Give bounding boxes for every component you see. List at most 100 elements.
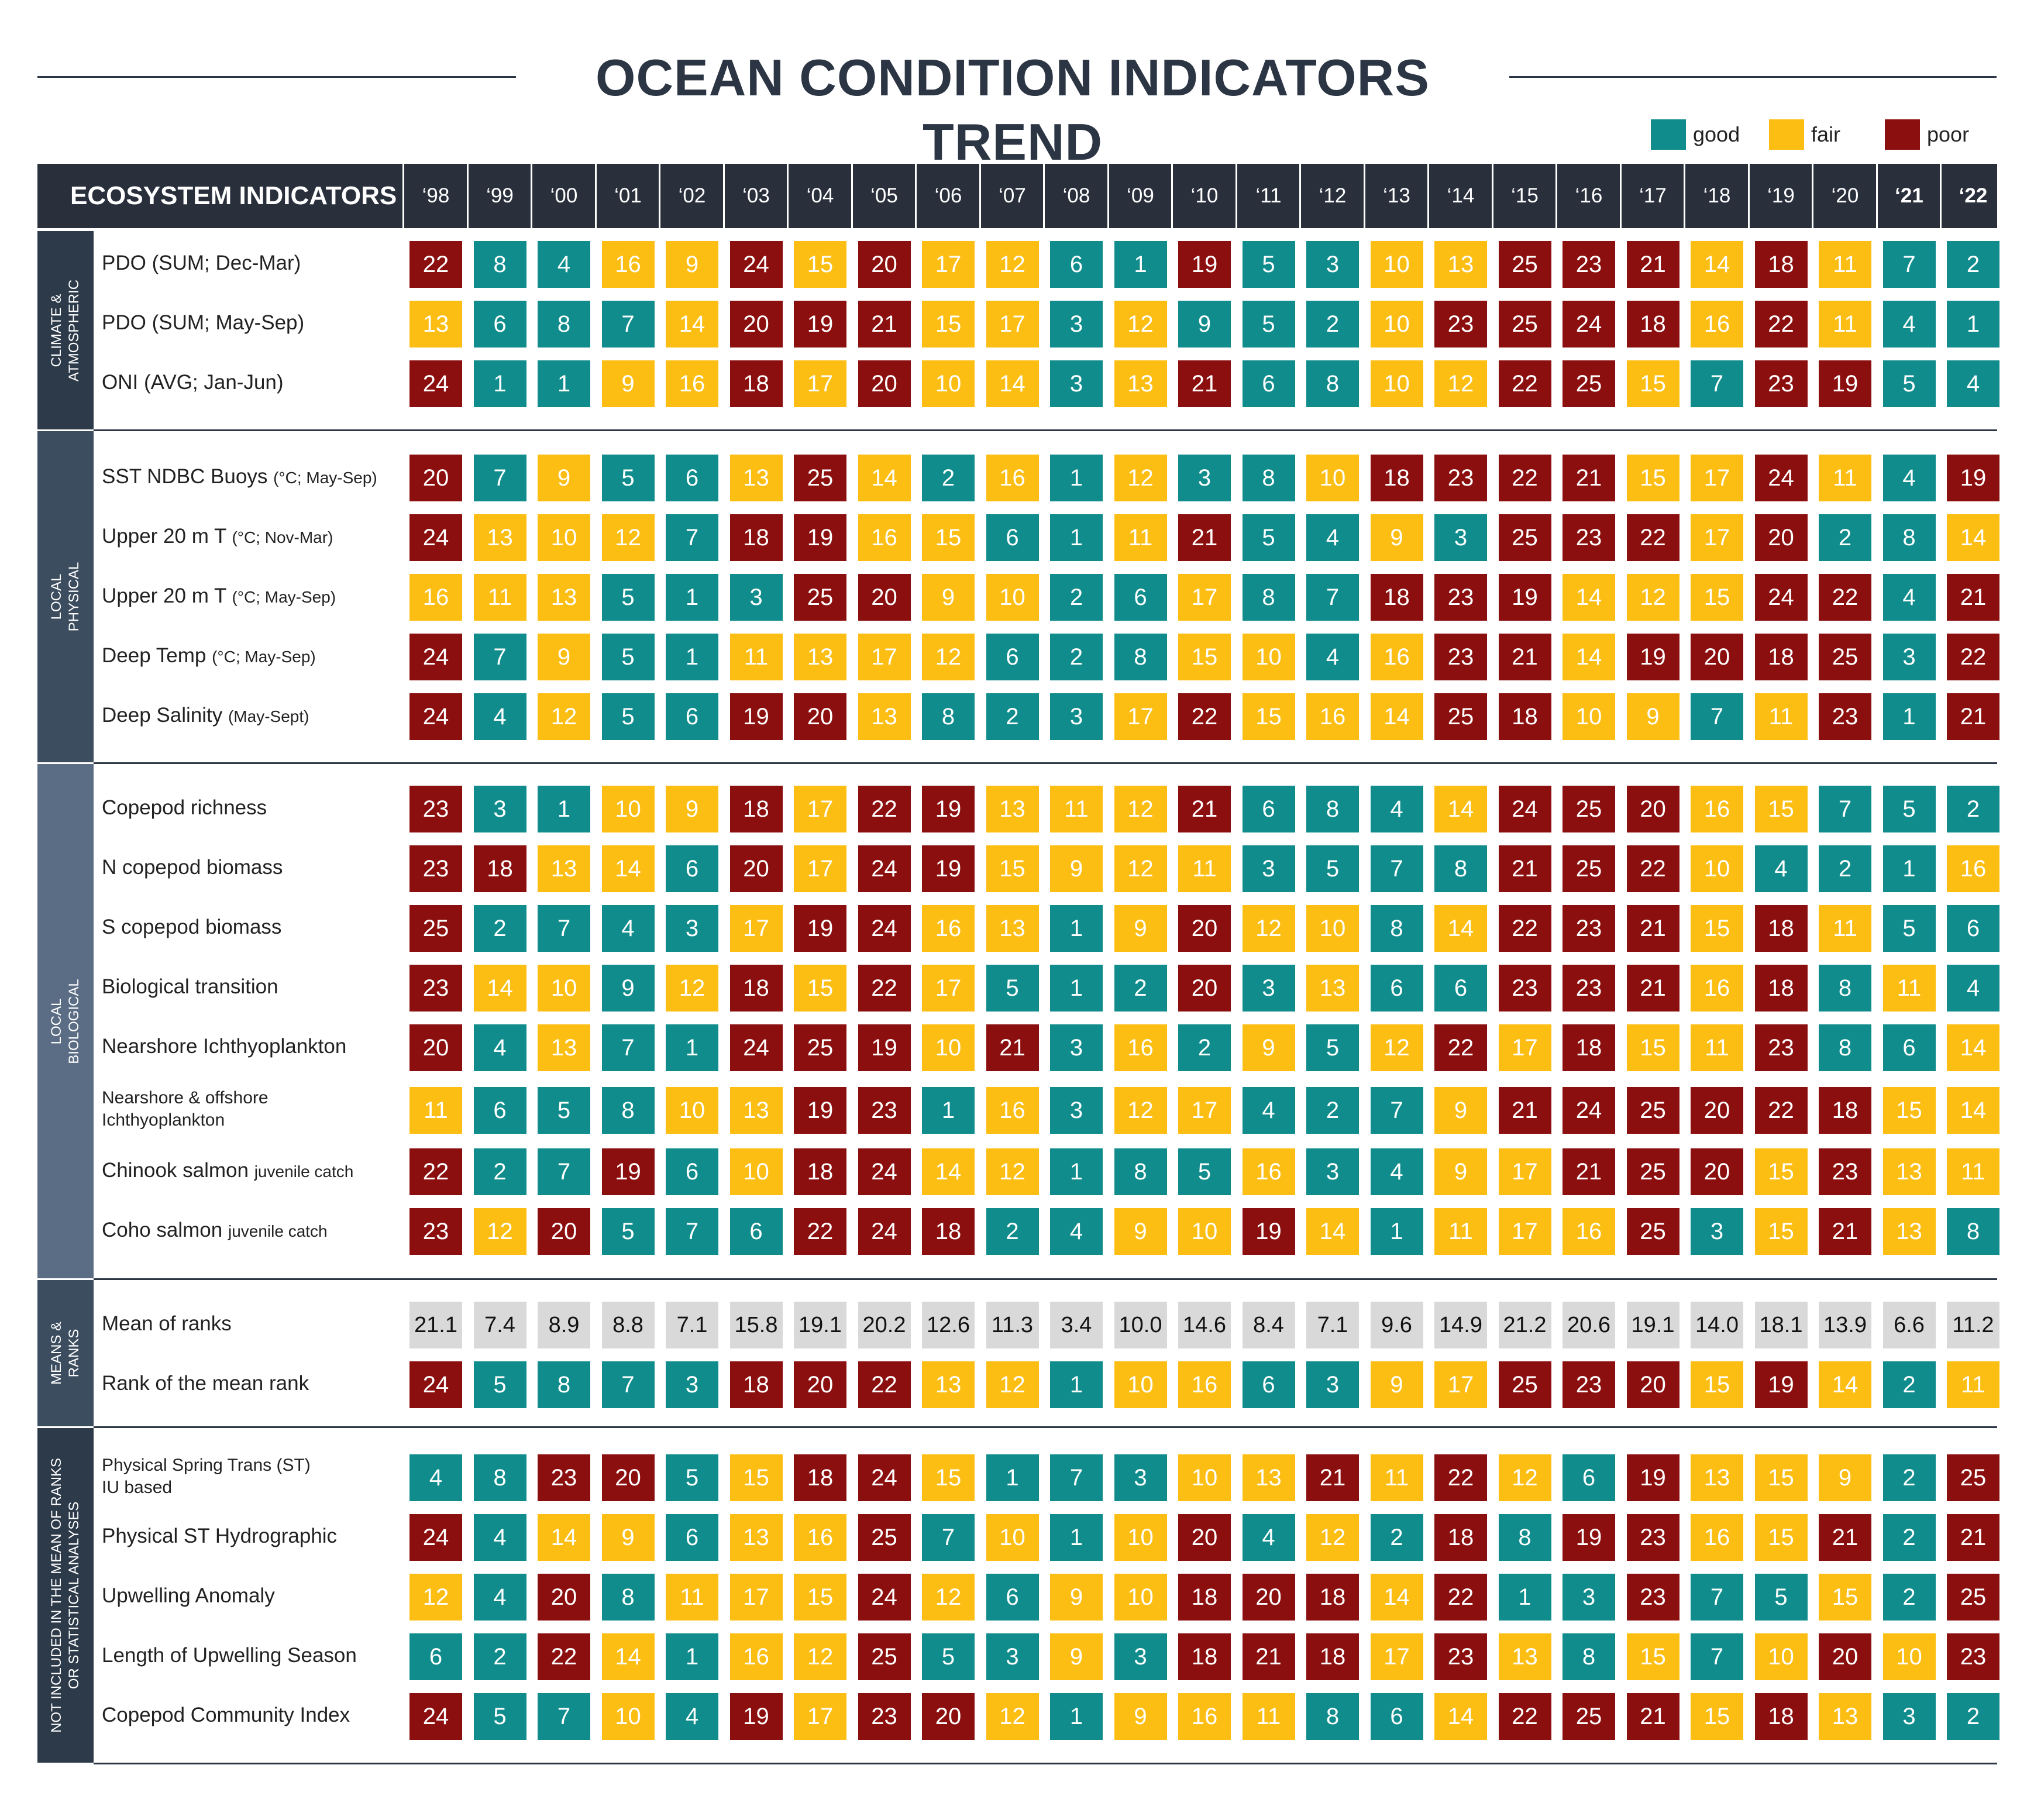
rank-cell: 12 [1370, 1024, 1423, 1071]
rank-cell: 5 [1242, 241, 1295, 288]
rank-cell: 3 [729, 574, 783, 621]
rank-cell: 8 [1242, 455, 1295, 501]
row-label-detail: (°C; May-Sep) [273, 469, 377, 487]
rank-cell: 23 [1754, 1024, 1808, 1071]
rank-cell: 16 [409, 574, 462, 621]
rank-cell: 21 [1947, 693, 1999, 740]
rank-cell: 25 [1498, 1361, 1551, 1408]
rank-cell: 7 [1370, 1087, 1423, 1134]
rank-cell: 19 [1242, 1208, 1295, 1255]
rank-cell: 7 [1819, 786, 1871, 832]
rank-cell: 6 [473, 1087, 526, 1134]
rank-cell: 22 [1626, 845, 1679, 892]
rank-cell: 16 [1178, 1693, 1231, 1740]
rank-cell: 1 [1114, 241, 1167, 288]
mean-rank-cell: 7.4 [473, 1302, 526, 1348]
row-label-detail: (May-Sept) [228, 707, 309, 725]
rank-cell: 8 [1563, 1633, 1615, 1680]
rank-cell: 9 [922, 574, 975, 621]
rank-cell: 15 [794, 1574, 846, 1621]
rank-cell: 25 [1498, 241, 1551, 288]
row-label: Upper 20 m T (°C; Nov-Mar) [102, 525, 406, 548]
rank-cell: 21 [1947, 1514, 1999, 1561]
mean-rank-cell: 13.9 [1819, 1302, 1871, 1348]
rank-cell: 2 [1947, 241, 1999, 288]
rank-cell: 2 [1178, 1024, 1231, 1071]
rank-cell: 25 [1947, 1454, 1999, 1501]
rank-cell: 3 [1178, 455, 1231, 501]
rank-cell: 20 [1178, 1514, 1231, 1561]
rank-cell: 20 [409, 455, 462, 501]
year-header: ‘18 [1703, 184, 1731, 207]
rank-cell: 8 [1498, 1514, 1551, 1561]
rank-cell: 10 [1370, 360, 1423, 407]
rank-cell: 3 [666, 905, 718, 952]
year-separator [1491, 164, 1493, 228]
rank-cell: 21 [1498, 845, 1551, 892]
row-label: SST NDBC Buoys (°C; May-Sep) [102, 465, 406, 488]
rank-cell: 13 [538, 574, 590, 621]
rank-cell: 7 [473, 455, 526, 501]
rank-cell: 14 [986, 360, 1039, 407]
rank-cell: 18 [1370, 574, 1423, 621]
rank-cell: 5 [1242, 514, 1295, 561]
year-separator [1684, 164, 1685, 228]
rank-cell: 20 [1178, 965, 1231, 1012]
rank-cell: 14 [1434, 905, 1487, 952]
rank-cell: 7 [1306, 574, 1359, 621]
rank-cell: 12 [538, 693, 590, 740]
rank-cell: 15 [1691, 905, 1743, 952]
rank-cell: 24 [1563, 1087, 1615, 1134]
rank-cell: 1 [1498, 1574, 1551, 1621]
rank-cell: 13 [794, 634, 846, 680]
rank-cell: 22 [858, 786, 911, 832]
rank-cell: 17 [794, 360, 846, 407]
rank-cell: 22 [794, 1208, 846, 1255]
section-name: NOT INCLUDED IN THE MEAN OF RANKS OR STA… [49, 1458, 82, 1733]
rank-cell: 24 [1754, 574, 1808, 621]
rank-cell: 9 [1114, 905, 1167, 952]
rank-cell: 7 [922, 1514, 975, 1561]
rank-cell: 5 [601, 1208, 655, 1255]
rank-cell: 5 [1242, 301, 1295, 348]
rank-cell: 12 [986, 1361, 1039, 1408]
rank-cell: 2 [1947, 786, 1999, 832]
rank-cell: 7 [601, 301, 655, 348]
row-label-text: Physical ST Hydrographic [102, 1525, 338, 1547]
rank-cell: 1 [666, 574, 718, 621]
rank-cell: 8 [1370, 905, 1423, 952]
year-separator [722, 164, 725, 228]
rank-cell: 24 [858, 1208, 911, 1255]
rank-cell: 16 [986, 1087, 1039, 1134]
rank-cell: 5 [922, 1633, 975, 1680]
rank-cell: 25 [794, 1024, 846, 1071]
rank-cell: 25 [858, 1633, 911, 1680]
rank-cell: 18 [1563, 1024, 1615, 1071]
rank-cell: 14 [1434, 1693, 1487, 1740]
rank-cell: 14 [1370, 1574, 1423, 1621]
rank-cell: 1 [666, 1024, 718, 1071]
rank-cell: 6 [1242, 360, 1295, 407]
year-header: ‘04 [806, 184, 834, 207]
rank-cell: 21 [1563, 1148, 1615, 1195]
rank-cell: 18 [1754, 905, 1808, 952]
rank-cell: 2 [986, 693, 1039, 740]
rank-cell: 4 [1370, 786, 1423, 832]
rank-cell: 19 [794, 905, 846, 952]
rank-cell: 2 [1050, 634, 1103, 680]
rank-cell: 9 [1819, 1454, 1871, 1501]
rank-cell: 12 [666, 965, 718, 1012]
rank-cell: 20 [1819, 1633, 1871, 1680]
rank-cell: 18 [1498, 693, 1551, 740]
rank-cell: 15 [1178, 634, 1231, 680]
rank-cell: 24 [409, 634, 462, 680]
rank-cell: 1 [922, 1087, 975, 1134]
rank-cell: 20 [1242, 1574, 1295, 1621]
rank-cell: 1 [1370, 1208, 1423, 1255]
rank-cell: 17 [794, 786, 846, 832]
rank-cell: 1 [1050, 905, 1103, 952]
rank-cell: 5 [473, 1361, 526, 1408]
rank-cell: 18 [729, 786, 783, 832]
rank-cell: 10 [1882, 1633, 1936, 1680]
rank-cell: 21 [1947, 574, 1999, 621]
